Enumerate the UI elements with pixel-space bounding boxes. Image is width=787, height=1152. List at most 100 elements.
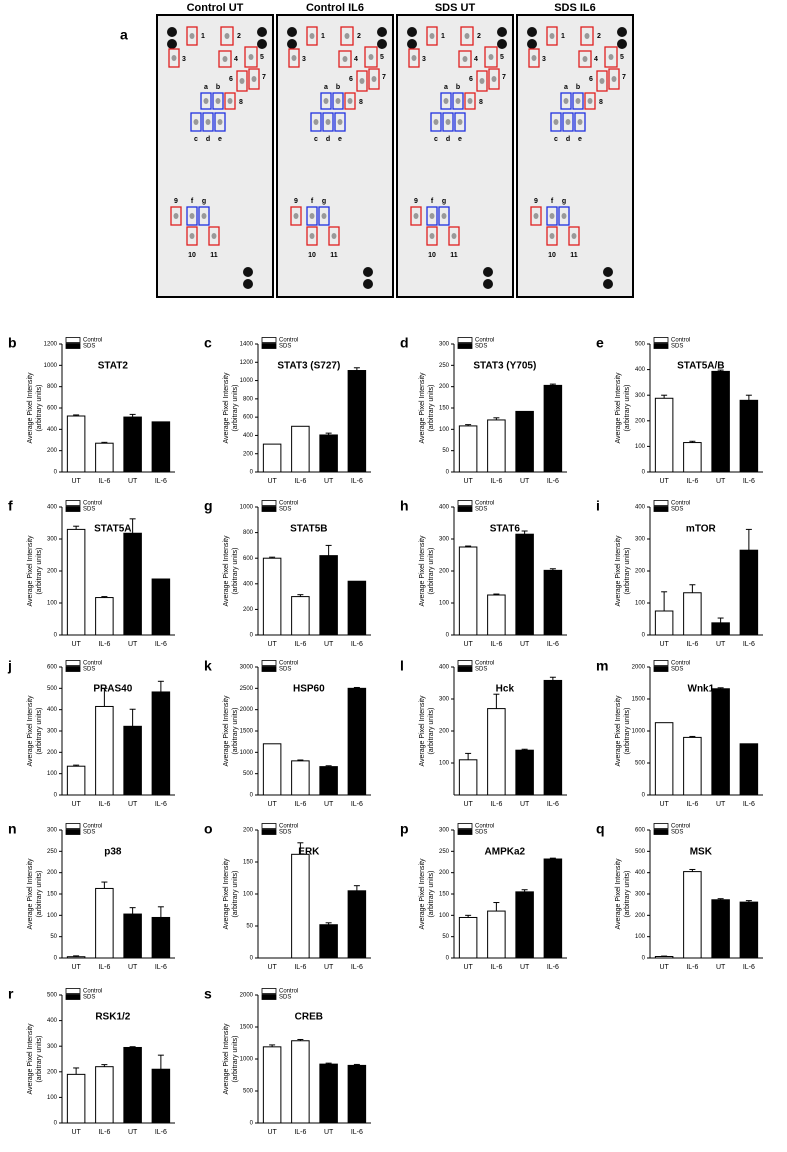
y-tick-label: 0 xyxy=(54,470,58,476)
spot xyxy=(452,233,457,239)
y-tick-label: 400 xyxy=(47,1018,58,1024)
spot-label: 2 xyxy=(357,33,361,40)
y-axis-label: (arbitrary units) xyxy=(232,707,239,754)
legend-swatch xyxy=(654,501,668,506)
spot xyxy=(585,33,590,39)
y-tick-label: 2500 xyxy=(240,686,254,692)
y-tick-label: 0 xyxy=(642,956,646,962)
legend-swatch xyxy=(262,338,276,343)
x-tick-label: IL-6 xyxy=(155,1129,167,1136)
spot xyxy=(444,98,449,104)
x-tick-label: IL-6 xyxy=(686,478,698,485)
y-tick-label: 400 xyxy=(47,505,58,511)
spot xyxy=(190,33,195,39)
legend-label: SDS xyxy=(475,507,487,513)
x-tick-label: IL-6 xyxy=(155,641,167,648)
legend-swatch xyxy=(262,661,276,666)
bar xyxy=(320,1064,338,1123)
legend-swatch xyxy=(262,507,276,512)
y-tick-label: 1000 xyxy=(240,1057,254,1063)
spot xyxy=(345,33,350,39)
bar xyxy=(124,1047,142,1123)
x-tick-label: IL-6 xyxy=(294,478,306,485)
bar xyxy=(684,872,702,958)
spot-label: d xyxy=(446,136,450,143)
y-tick-label: 1200 xyxy=(44,342,58,348)
x-tick-label: IL-6 xyxy=(490,964,502,971)
y-tick-label: 200 xyxy=(47,448,58,454)
reference-spot xyxy=(257,39,267,49)
x-tick-label: UT xyxy=(128,478,138,485)
y-tick-label: 50 xyxy=(442,934,449,940)
y-axis-label: Average Pixel Intensity xyxy=(615,535,622,607)
spot-label: e xyxy=(578,136,582,143)
spot-label: 8 xyxy=(359,99,363,106)
spot-label: 7 xyxy=(382,74,386,81)
spot xyxy=(204,98,209,104)
y-tick-label: 400 xyxy=(635,505,646,511)
bar xyxy=(124,533,142,635)
legend-label: SDS xyxy=(83,830,95,836)
spot-label: 5 xyxy=(500,54,504,61)
spot-label: 9 xyxy=(174,198,178,205)
x-tick-label: IL-6 xyxy=(98,478,110,485)
y-axis-label: Average Pixel Intensity xyxy=(27,695,34,767)
bar xyxy=(320,925,338,958)
panel-label: d xyxy=(400,335,409,351)
legend-swatch xyxy=(262,344,276,349)
x-tick-label: UT xyxy=(659,801,669,808)
y-tick-label: 150 xyxy=(47,892,58,898)
x-tick-label: IL-6 xyxy=(490,801,502,808)
y-axis-label: (arbitrary units) xyxy=(428,707,435,754)
x-tick-label: UT xyxy=(716,478,726,485)
y-tick-label: 250 xyxy=(47,849,58,855)
y-axis-label: (arbitrary units) xyxy=(36,384,43,431)
legend-swatch xyxy=(654,661,668,666)
spot-label: a xyxy=(204,84,208,91)
bar xyxy=(152,917,170,958)
bar xyxy=(655,398,673,472)
y-axis-label: (arbitrary units) xyxy=(428,547,435,594)
legend-swatch xyxy=(654,667,668,672)
y-tick-label: 0 xyxy=(446,633,450,639)
y-tick-label: 200 xyxy=(635,418,646,424)
spot-label: 5 xyxy=(620,54,624,61)
bar xyxy=(292,761,310,795)
y-tick-label: 200 xyxy=(47,870,58,876)
spot-label: 8 xyxy=(599,99,603,106)
spot-label: 10 xyxy=(308,252,316,259)
x-tick-label: UT xyxy=(71,801,81,808)
x-tick-label: IL-6 xyxy=(743,801,755,808)
bar xyxy=(516,411,534,472)
reference-spot xyxy=(243,267,253,277)
bar xyxy=(96,598,114,635)
spot xyxy=(566,119,571,125)
y-tick-label: 0 xyxy=(446,956,450,962)
bar xyxy=(516,750,534,795)
y-tick-label: 200 xyxy=(635,569,646,575)
y-axis-label: (arbitrary units) xyxy=(232,870,239,917)
chart-title: MSK xyxy=(690,847,713,858)
y-tick-label: 150 xyxy=(243,860,254,866)
panel-label: n xyxy=(8,821,17,837)
y-tick-label: 150 xyxy=(439,892,450,898)
spot-label: b xyxy=(456,84,460,91)
error-bar xyxy=(661,592,667,611)
error-bar xyxy=(493,903,499,912)
reference-spot xyxy=(167,39,177,49)
bar xyxy=(740,744,758,795)
chart-title: Hck xyxy=(496,684,515,695)
y-tick-label: 100 xyxy=(47,601,58,607)
legend-swatch xyxy=(66,661,80,666)
legend-swatch xyxy=(654,507,668,512)
y-tick-label: 0 xyxy=(446,470,450,476)
legend-label: SDS xyxy=(671,667,683,673)
legend-swatch xyxy=(262,824,276,829)
legend-label: SDS xyxy=(83,995,95,1001)
y-axis-label: Average Pixel Intensity xyxy=(223,858,230,930)
legend-label: SDS xyxy=(671,344,683,350)
y-tick-label: 0 xyxy=(250,633,254,639)
spot xyxy=(414,213,419,219)
y-axis-label: Average Pixel Intensity xyxy=(615,695,622,767)
x-tick-label: IL-6 xyxy=(98,1129,110,1136)
